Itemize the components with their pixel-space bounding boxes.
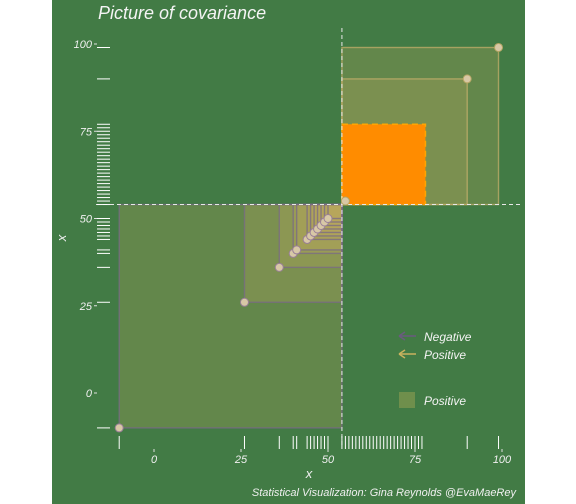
data-point	[462, 74, 472, 84]
arrow-head-icon	[398, 349, 406, 359]
y-tick-label: 50	[80, 214, 93, 226]
caption: Statistical Visualization: Gina Reynolds…	[252, 487, 518, 499]
legend-item-negative: Negative	[398, 330, 472, 344]
legend-label-fill-positive: Positive	[424, 394, 466, 408]
y-axis-label: x	[54, 234, 69, 242]
data-point	[292, 245, 302, 255]
y-tick-label: 100	[74, 39, 93, 51]
arrow-head-icon	[398, 331, 406, 341]
x-rug	[118, 436, 500, 449]
y-axis-ticks: 0 25 50 75 100	[74, 39, 97, 400]
y-tick-label: 75	[80, 126, 93, 138]
data-point	[274, 262, 284, 272]
x-axis-ticks: 0 25 50 75 100	[151, 449, 512, 466]
legend-item-positive: Positive	[398, 348, 466, 362]
x-tick-label: 25	[234, 454, 248, 466]
data-point	[494, 42, 504, 52]
y-tick-label: 25	[79, 301, 93, 313]
data-point	[323, 214, 333, 223]
x-axis-label: x	[305, 466, 313, 481]
legend: Negative Positive Positive	[398, 330, 472, 408]
y-tick-label: 0	[86, 388, 93, 400]
legend-item-fill-positive: Positive	[399, 392, 466, 408]
chart-title: Picture of covariance	[98, 3, 266, 23]
legend-label-negative: Negative	[424, 330, 472, 344]
x-tick-label: 0	[151, 454, 158, 466]
y-rug	[97, 46, 110, 429]
x-tick-label: 50	[322, 454, 335, 466]
legend-label-positive: Positive	[424, 348, 466, 362]
data-point	[239, 297, 249, 307]
plot-panel	[52, 0, 525, 504]
legend-fill-swatch	[399, 392, 415, 408]
highlighted-rectangle	[341, 123, 427, 206]
data-point	[340, 196, 350, 206]
x-tick-label: 75	[409, 454, 422, 466]
x-tick-label: 100	[493, 454, 512, 466]
data-point	[114, 423, 124, 433]
data-points	[114, 42, 504, 433]
